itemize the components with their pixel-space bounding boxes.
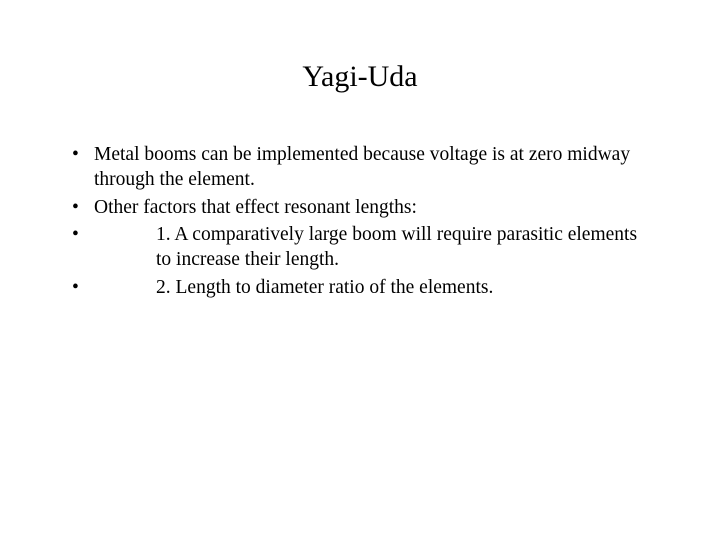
bullet-text: Other factors that effect resonant lengt… [94,195,652,220]
bullet-text: Metal booms can be implemented because v… [94,142,652,193]
bullet-marker: • [68,275,94,300]
slide-container: Yagi-Uda • Metal booms can be implemente… [0,0,720,300]
list-item: • 2. Length to diameter ratio of the ele… [68,275,652,300]
bullet-marker: • [68,222,94,273]
bullet-marker: • [68,142,94,193]
bullet-text: 2. Length to diameter ratio of the eleme… [94,275,652,300]
bullet-marker: • [68,195,94,220]
list-item: • 1. A comparatively large boom will req… [68,222,652,273]
bullet-text: 1. A comparatively large boom will requi… [94,222,652,273]
list-item: • Other factors that effect resonant len… [68,195,652,220]
list-item: • Metal booms can be implemented because… [68,142,652,193]
bullet-list: • Metal booms can be implemented because… [68,142,652,300]
slide-title: Yagi-Uda [68,60,652,94]
